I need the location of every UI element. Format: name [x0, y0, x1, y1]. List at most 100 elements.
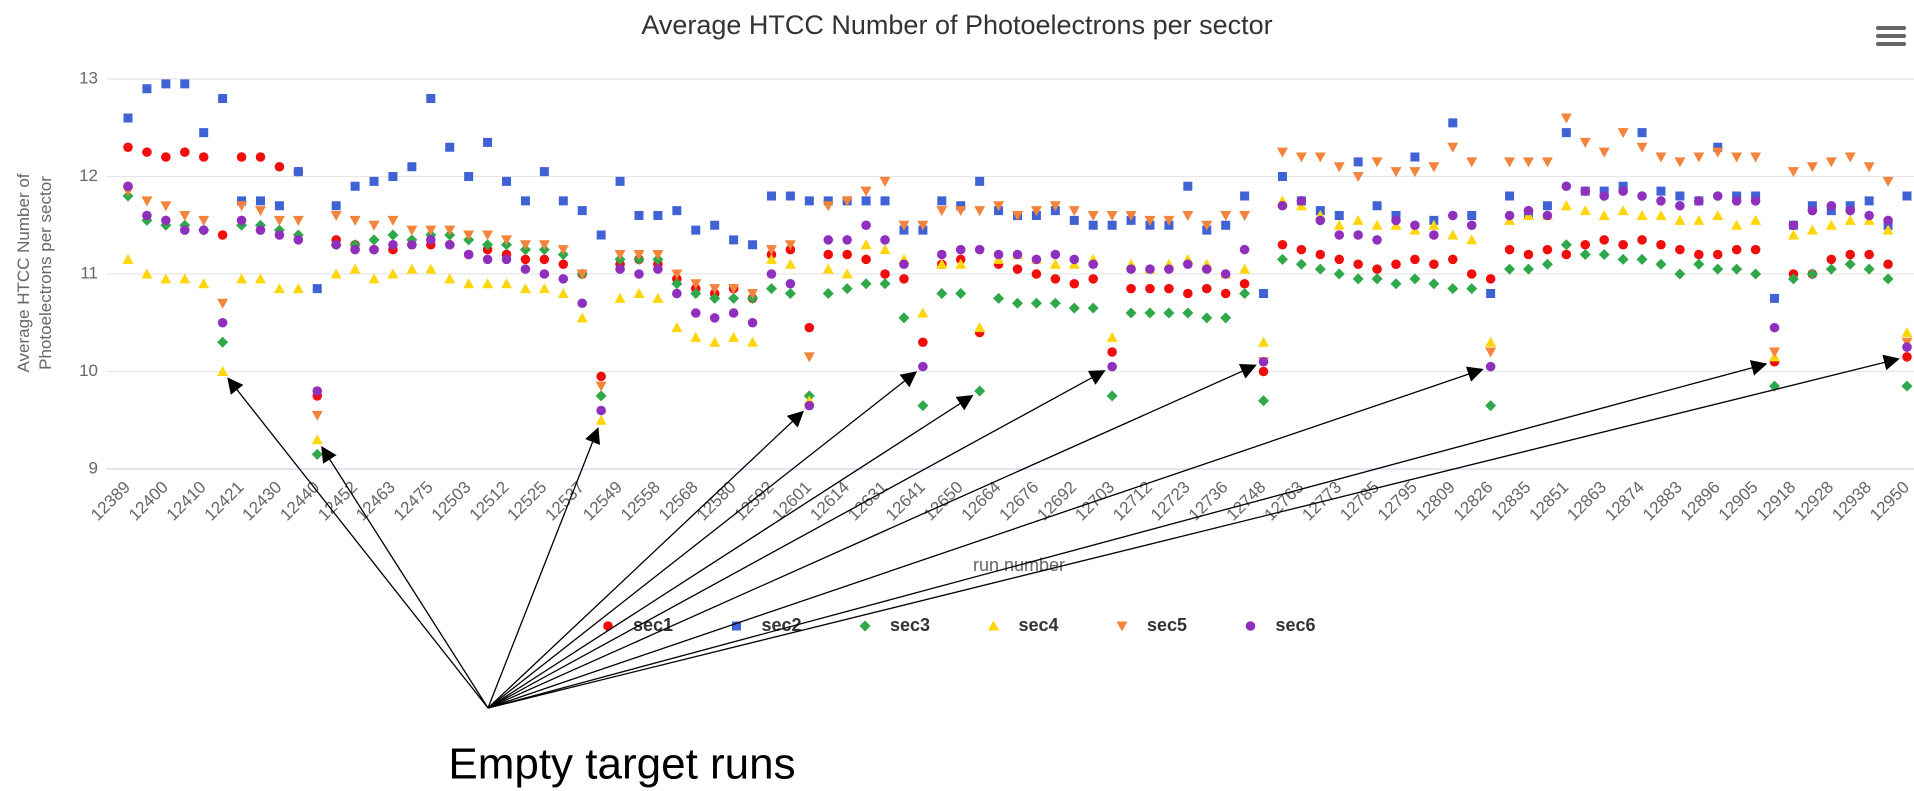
point [1049, 201, 1061, 212]
point [1713, 142, 1723, 152]
point [1656, 239, 1666, 250]
point [123, 181, 133, 192]
point [1788, 220, 1799, 231]
point [1428, 162, 1440, 173]
point [822, 263, 834, 274]
point [519, 283, 531, 294]
point [653, 264, 663, 274]
point [728, 292, 740, 304]
point [1541, 157, 1553, 168]
point [161, 215, 171, 226]
point [1314, 263, 1326, 275]
point [822, 201, 834, 212]
menu-button[interactable] [1874, 24, 1910, 48]
point [425, 263, 437, 274]
point [765, 245, 777, 256]
annotation-arrow [487, 354, 1900, 709]
point [1239, 288, 1251, 299]
point [520, 196, 530, 206]
point [501, 278, 513, 289]
point [1276, 253, 1288, 265]
point [1807, 201, 1817, 211]
point [407, 162, 417, 172]
x-tick-label: 12874 [1601, 478, 1648, 525]
point [823, 249, 834, 260]
point [1712, 147, 1724, 158]
x-tick-label: 12664 [958, 478, 1005, 525]
point [880, 196, 890, 206]
point [1126, 264, 1136, 274]
point [1731, 219, 1743, 230]
point [217, 230, 228, 240]
point [1277, 200, 1288, 211]
point [1107, 347, 1117, 357]
point [387, 229, 399, 241]
point [993, 201, 1005, 212]
point [728, 331, 740, 342]
point [860, 278, 872, 290]
point [388, 172, 398, 181]
point [1391, 259, 1401, 270]
point [596, 371, 606, 382]
point [766, 269, 777, 279]
point [1825, 263, 1837, 275]
point [1579, 205, 1591, 216]
point [482, 230, 494, 241]
annotation-arrow [321, 445, 489, 709]
point [1333, 162, 1345, 173]
point [1409, 273, 1421, 285]
point [273, 215, 285, 226]
point [311, 448, 323, 460]
point [142, 147, 152, 157]
x-tick-label: 12537 [541, 478, 588, 525]
point [1655, 210, 1667, 220]
point [1466, 234, 1478, 245]
point [387, 215, 399, 226]
point [1239, 211, 1251, 221]
x-tick-label: 12883 [1639, 478, 1686, 525]
point [1864, 249, 1874, 260]
point [993, 292, 1005, 304]
point [1675, 200, 1685, 211]
point [1106, 390, 1118, 402]
point [160, 201, 172, 212]
point [955, 206, 967, 217]
series [122, 113, 1913, 421]
point [1182, 211, 1194, 221]
point [1031, 269, 1042, 279]
point [975, 176, 985, 186]
point [198, 278, 210, 289]
point [1675, 244, 1685, 255]
point [1087, 211, 1099, 221]
point [1542, 244, 1553, 255]
point [539, 269, 550, 279]
point [576, 269, 588, 280]
point [538, 283, 550, 294]
point [198, 225, 209, 235]
point [1240, 191, 1250, 201]
point [1485, 400, 1497, 412]
point [369, 176, 379, 186]
point [785, 278, 796, 289]
point [956, 201, 966, 211]
point [1012, 297, 1023, 309]
legend-item: sec4 [988, 615, 1059, 635]
point [1012, 211, 1023, 221]
point [1599, 191, 1609, 201]
point [1107, 220, 1117, 230]
point [1239, 244, 1250, 255]
point [1637, 235, 1647, 245]
series [123, 181, 1912, 416]
point [615, 176, 625, 186]
legend-item: sec1 [603, 615, 673, 635]
point [1750, 196, 1761, 206]
point [595, 390, 607, 402]
x-tick-label: 12863 [1563, 478, 1610, 525]
point [1447, 283, 1459, 295]
point [1220, 288, 1231, 299]
point [1372, 264, 1382, 274]
point [1656, 196, 1666, 206]
point [1050, 249, 1061, 260]
point [577, 206, 587, 216]
